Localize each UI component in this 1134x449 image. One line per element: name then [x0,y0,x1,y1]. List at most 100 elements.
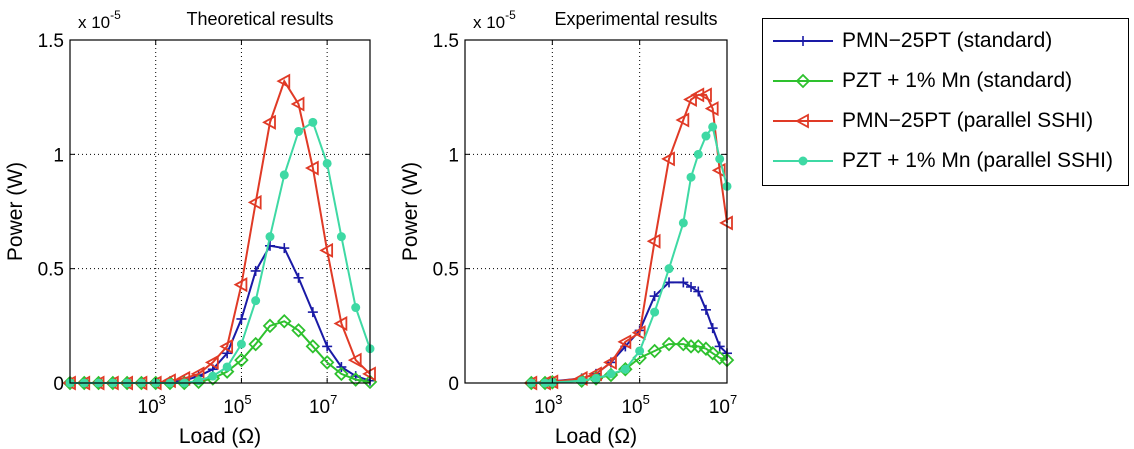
marker-diamond [795,73,811,89]
series-dot [526,122,732,388]
chart-title: Experimental results [554,9,717,29]
plot-experimental: 0 0.5 1 1.5 103 105 107 x 10-5 Experimental resu… [399,8,737,448]
marker-triangle [675,112,690,128]
marker-diamond [712,350,727,366]
y-axis-label: Power (W) [4,162,27,261]
plot-area [465,40,727,383]
marker-dot [606,369,616,379]
marker-dot [279,170,289,180]
marker-dot [686,172,696,182]
legend-label: PMN−25PT (parallel SSHI) [842,109,1094,132]
marker-plus [322,341,333,352]
marker-triangle [698,87,712,103]
axes-frame [69,39,371,384]
plot-theoretical: 0 0.5 1 1.5 103 105 107 x 10-5 Theoretical resul… [4,8,378,448]
marker-triangle [631,325,646,341]
marker-diamond [691,339,706,354]
x-tick-label: 103 [138,392,166,418]
y-tick-label: 0 [448,374,459,395]
marker-triangle [276,73,291,89]
legend: PMN−25PT (standard) PZT + 1% Mn (standar… [762,18,1129,186]
marker-triangle [603,354,617,370]
marker-diamond [262,318,278,334]
marker-diamond [647,343,662,359]
marker-dot [251,296,261,306]
marker-dot [678,218,688,228]
marker-triangle [661,151,675,167]
y-tick-label: 1 [53,145,64,166]
marker-dot [708,122,718,132]
x-tick-label: 105 [621,392,649,418]
y-tick-label: 1.5 [38,31,64,52]
marker-triangle [247,194,262,210]
legend-item-pzt-standard: PZT + 1% Mn (standard) [763,63,1128,99]
marker-dot [798,156,808,166]
marker-triangle [219,338,234,354]
marker-triangle [683,91,697,107]
marker-plus [693,286,704,297]
marker-plus [649,291,660,302]
marker-diamond [291,323,306,338]
marker-dot [336,232,346,242]
chart-title: Theoretical results [186,9,333,29]
marker-plus [250,265,261,276]
marker-dot [693,149,703,159]
x-tick-label: 105 [223,392,251,418]
marker-diamond [234,352,249,368]
marker-plus [714,341,725,352]
marker-diamond [676,336,691,352]
marker-plus [279,243,290,254]
marker-dot [308,117,318,127]
marker-dot [236,339,246,349]
marker-dot [222,362,232,372]
legend-swatch [773,73,833,89]
marker-diamond [698,341,714,356]
marker-plus [236,313,247,324]
axes-frame [464,39,728,384]
marker-plus [307,307,318,318]
marker-dot [635,346,645,356]
legend-item-pmn-standard: PMN−25PT (standard) [763,23,1128,59]
legend-swatch [773,36,833,46]
marker-dot [294,126,304,136]
marker-triangle [204,354,219,370]
marker-dot [650,307,660,317]
marker-dot [591,373,601,383]
marker-triangle [646,233,661,249]
x-axis-label: Load (Ω) [555,425,637,448]
marker-diamond [334,366,349,382]
marker-dot [664,264,674,274]
x-tick-label: 107 [309,392,337,418]
marker-dot [322,158,332,168]
y-tick-label: 0.5 [38,260,64,281]
legend-label: PMN−25PT (standard) [842,29,1053,52]
x-axis-label: Load (Ω) [179,425,261,448]
marker-plus [664,277,675,288]
marker-triangle [690,87,705,103]
marker-plus [678,277,689,288]
marker-triangle [704,101,719,117]
y-tick-label: 1 [448,145,459,166]
x-tick-label: 103 [534,392,562,418]
legend-swatch [773,113,833,129]
y-tick-label: 1.5 [433,31,459,52]
y-tick-label: 0 [53,374,64,395]
marker-plus [264,240,275,251]
marker-dot [208,371,218,381]
marker-triangle [347,352,362,368]
marker-plus [293,272,304,283]
marker-triangle [304,160,319,176]
marker-triangle [233,277,248,293]
legend-swatch [773,156,833,166]
marker-plus [686,281,697,292]
marker-dot [351,303,361,313]
marker-dot [265,232,275,242]
x-tick-label: 107 [709,392,737,418]
marker-triangle [333,316,348,332]
marker-diamond [277,313,292,329]
marker-diamond [248,336,263,352]
y-axis-label: Power (W) [399,162,422,261]
marker-diamond [319,355,335,370]
marker-plus [798,36,808,46]
